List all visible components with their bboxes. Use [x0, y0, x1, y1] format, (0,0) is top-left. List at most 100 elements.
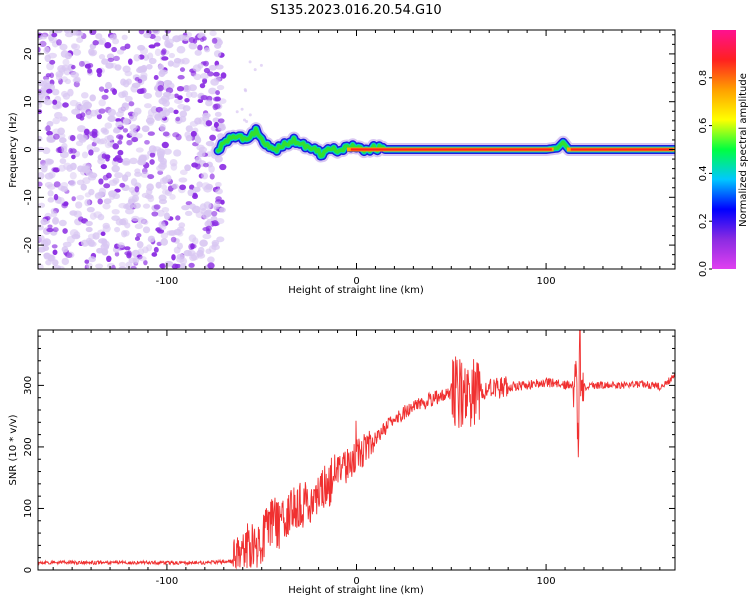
noise-speckle: [51, 167, 58, 172]
noise-speckle: [113, 55, 120, 62]
snr-panel: -100 0 100 0 100 200 300 Height of straight li…: [8, 329, 676, 596]
noise-speckle: [85, 226, 93, 233]
noise-speckle: [129, 157, 138, 165]
noise-speckle: [53, 193, 59, 201]
noise-speckle: [185, 125, 193, 133]
noise-speckle: [106, 134, 114, 142]
noise-speckle: [75, 102, 83, 109]
noise-speckle: [78, 137, 87, 143]
noise-speckle: [202, 162, 209, 168]
noise-speckle: [122, 79, 130, 88]
noise-speckle: [179, 169, 188, 176]
noise-speckle: [125, 208, 134, 215]
noise-speckle: [157, 84, 164, 92]
noise-speckle: [151, 211, 159, 217]
noise-speckle: [190, 243, 197, 249]
noise-speckle: [189, 120, 199, 127]
noise-speckle: [153, 74, 159, 81]
noise-speckle: [110, 264, 116, 269]
noise-speckle: [63, 30, 71, 34]
noise-speckle: [44, 160, 53, 166]
noise-speckle: [144, 139, 150, 145]
noise-speckle: [203, 185, 213, 193]
noise-speckle: [175, 133, 182, 141]
noise-speckle: [52, 259, 59, 266]
noise-speckle: [65, 252, 73, 258]
x-tick-label: 100: [537, 276, 556, 287]
noise-speckle: [69, 229, 79, 237]
noise-speckle: [125, 261, 133, 269]
noise-speckle: [126, 139, 133, 146]
noise-speckle: [139, 88, 145, 94]
noise-speckle: [47, 197, 55, 203]
noise-speckle: [147, 120, 154, 126]
noise-speckle: [179, 115, 187, 123]
noise-speckle: [52, 265, 62, 269]
spectral-ridge: [211, 122, 675, 163]
noise-speckle: [214, 155, 223, 163]
noise-speckle: [97, 39, 104, 45]
noise-speckle: [143, 92, 153, 99]
noise-speckle: [161, 56, 169, 61]
noise-speckle: [113, 156, 120, 162]
noise-speckle: [98, 86, 105, 92]
x-tick-label: 100: [537, 576, 556, 587]
noise-speckle: [56, 39, 62, 46]
noise-speckle: [132, 111, 139, 117]
noise-speckle: [176, 253, 185, 260]
noise-speckle: [240, 107, 244, 111]
noise-speckle: [131, 137, 139, 143]
snr-ticks: -100 0 100 0 100 200 300: [23, 330, 675, 587]
noise-speckle: [117, 140, 123, 145]
noise-speckle: [38, 246, 46, 253]
noise-speckle: [153, 246, 159, 253]
noise-speckle: [171, 183, 179, 190]
noise-speckle: [62, 92, 71, 100]
noise-speckle: [179, 110, 188, 118]
noise-speckle: [107, 57, 115, 62]
noise-speckle: [253, 68, 257, 72]
noise-speckle: [199, 203, 207, 211]
noise-speckle: [138, 30, 145, 35]
noise-speckle: [61, 246, 69, 253]
noise-speckle: [190, 91, 198, 98]
noise-speckle: [127, 58, 133, 65]
noise-speckle: [58, 67, 66, 75]
noise-speckle: [195, 156, 202, 164]
noise-speckle: [100, 231, 106, 237]
noise-speckle: [71, 196, 76, 202]
noise-speckle: [216, 84, 225, 91]
noise-speckle: [218, 207, 226, 213]
noise-speckle: [86, 144, 94, 152]
noise-speckle: [181, 204, 190, 211]
noise-speckle: [38, 46, 41, 53]
noise-speckle: [43, 252, 51, 260]
noise-speckle: [47, 189, 54, 197]
noise-speckle: [38, 181, 43, 187]
noise-speckle: [122, 128, 129, 133]
noise-speckle: [117, 107, 126, 114]
noise-speckle: [63, 201, 69, 206]
noise-speckle: [62, 102, 69, 108]
noise-speckle: [172, 35, 181, 43]
noise-speckle: [98, 99, 106, 107]
noise-speckle: [96, 113, 103, 120]
noise-speckle: [124, 246, 131, 251]
noise-speckle: [60, 145, 68, 153]
noise-speckle: [101, 129, 109, 135]
noise-speckle: [185, 91, 193, 98]
noise-speckle: [71, 154, 76, 160]
noise-speckle: [202, 213, 209, 220]
noise-speckle: [148, 44, 156, 49]
noise-speckle: [184, 131, 191, 139]
noise-speckle: [190, 252, 200, 261]
noise-speckle: [105, 172, 112, 179]
noise-speckle: [130, 265, 137, 269]
noise-speckle: [119, 218, 127, 226]
noise-speckle: [69, 171, 77, 180]
noise-speckle: [188, 42, 198, 50]
noise-speckle: [161, 141, 169, 149]
noise-speckle: [89, 131, 97, 137]
noise-speckle: [175, 116, 181, 122]
noise-speckle: [177, 75, 185, 80]
